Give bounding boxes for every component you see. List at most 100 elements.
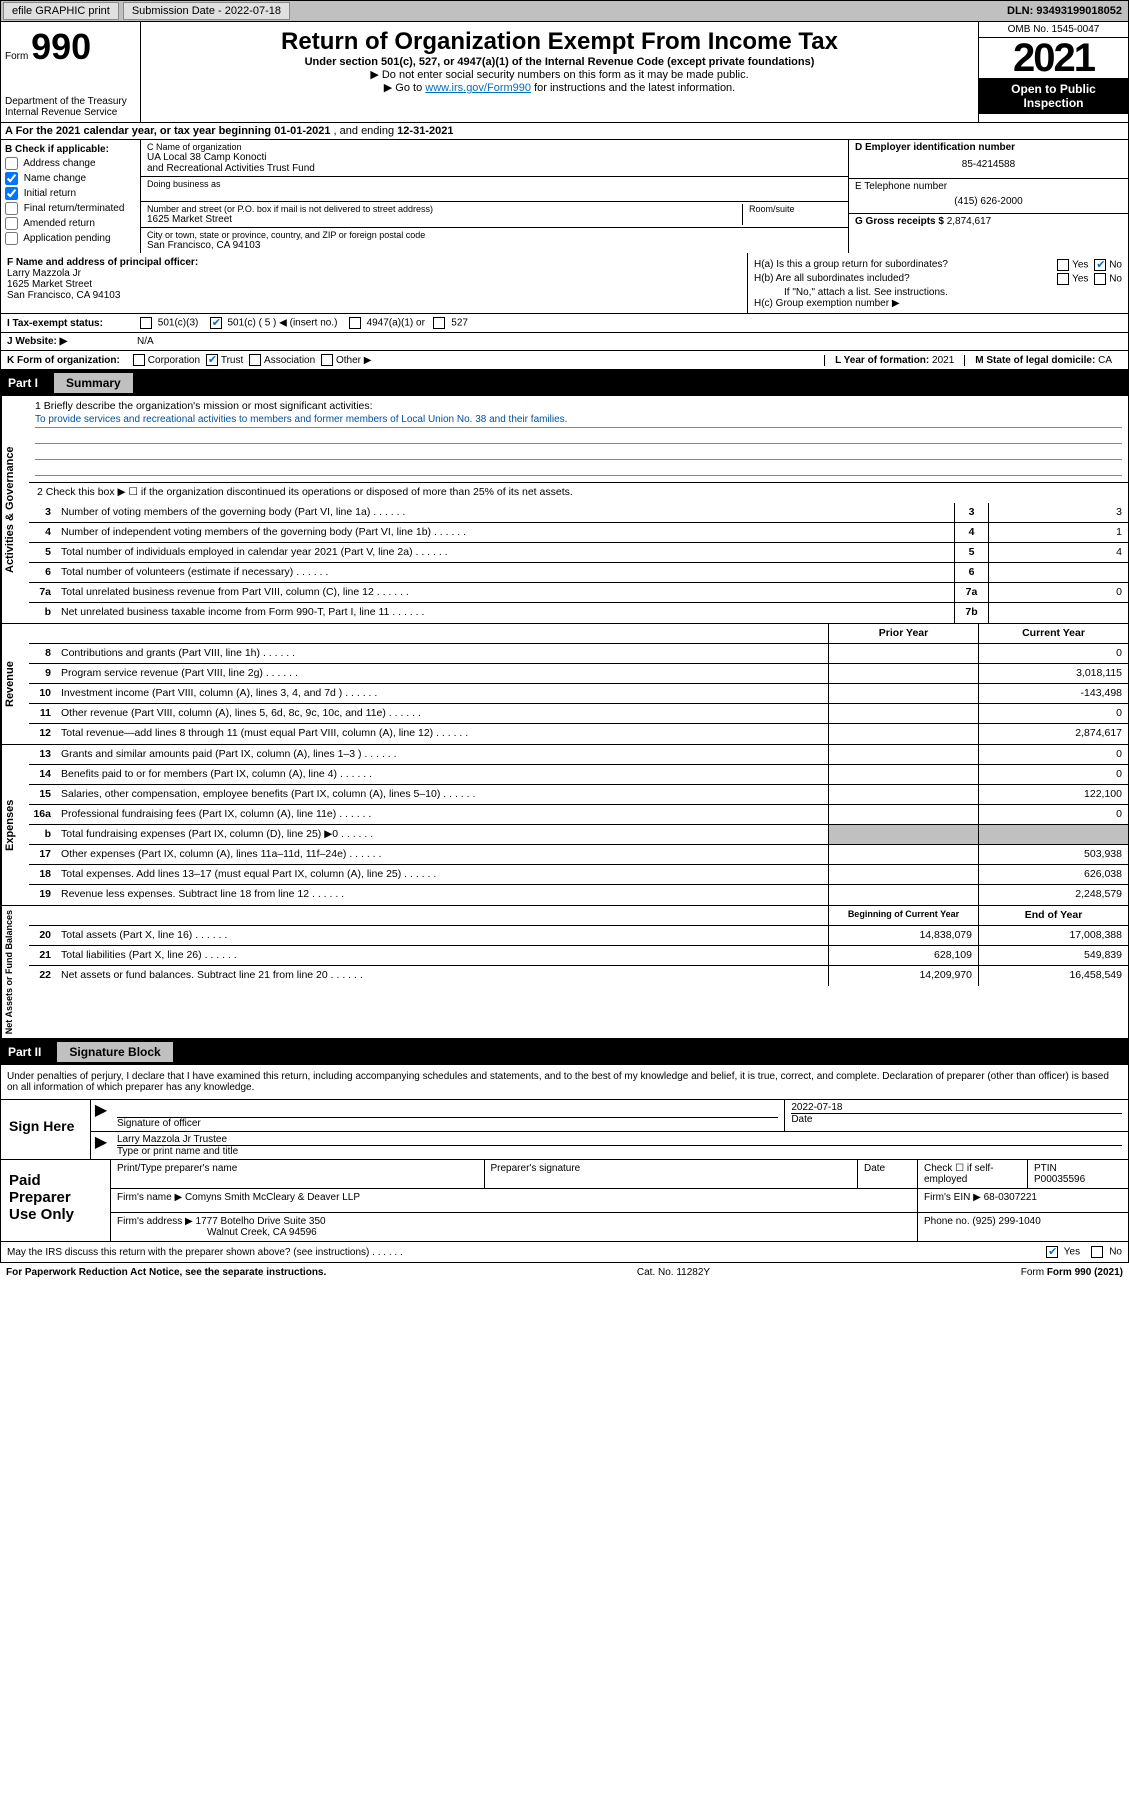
line-num: 9 [29,664,57,683]
form-footer: Form 990 (2021) [1047,1267,1123,1278]
hb-yes: Yes [1072,274,1088,285]
assoc-box[interactable] [249,354,261,366]
chk-application-pending[interactable]: Application pending [5,232,136,245]
efile-print-button[interactable]: efile GRAPHIC print [3,2,119,20]
chk-address-change[interactable]: Address change [5,157,136,170]
firm-addr2: Walnut Creek, CA 94596 [117,1227,317,1238]
col-b-checkboxes: B Check if applicable: Address change Na… [1,140,141,253]
line-num: 11 [29,704,57,723]
link-post: for instructions and the latest informat… [531,82,735,94]
hdr-begin: Beginning of Current Year [828,906,978,925]
part-i-num: Part I [8,376,50,390]
prior-value [828,825,978,844]
begin-value: 14,838,079 [828,926,978,945]
ha-yes-box[interactable] [1057,259,1069,271]
q1-text: To provide services and recreational act… [35,414,1122,428]
cat-number: Cat. No. 11282Y [637,1267,710,1278]
chk-amended[interactable]: Amended return [5,217,136,230]
corp-box[interactable] [133,354,145,366]
current-value: 0 [978,745,1128,764]
org-name-2: and Recreational Activities Trust Fund [147,163,842,174]
line-num: 4 [29,523,57,542]
line-text: Net assets or fund balances. Subtract li… [57,966,828,986]
form-number: 990 [31,26,91,67]
hb-yes-box[interactable] [1057,273,1069,285]
line-num: 16a [29,805,57,824]
line-text: Total revenue—add lines 8 through 11 (mu… [57,724,828,744]
summary-row: 20 Total assets (Part X, line 16) 14,838… [29,926,1128,946]
begin-value: 628,109 [828,946,978,965]
section-b-label: B Check if applicable: [5,144,136,155]
discuss-label: May the IRS discuss this return with the… [7,1247,369,1258]
mission-blank [35,430,1122,444]
discuss-no-box[interactable] [1091,1246,1103,1258]
irs-link[interactable]: www.irs.gov/Form990 [425,82,531,94]
phone-value: (415) 626-2000 [855,192,1122,211]
gross-label: G Gross receipts $ [855,216,944,227]
row-a-pre: A For the 2021 calendar year, or tax yea… [5,125,274,137]
ha-no: No [1109,260,1122,271]
current-value: 626,038 [978,865,1128,884]
efile-topbar: efile GRAPHIC print Submission Date - 20… [0,0,1129,22]
501c-box[interactable] [210,317,222,329]
hb-no-box[interactable] [1094,273,1106,285]
opt-other: Other ▶ [336,355,371,366]
chk-initial-return[interactable]: Initial return [5,187,136,200]
current-value: 122,100 [978,785,1128,804]
website-label: J Website: ▶ [7,336,137,347]
dba-label: Doing business as [147,179,842,189]
ha-no-box[interactable] [1094,259,1106,271]
line-text: Investment income (Part VIII, column (A)… [57,684,828,703]
begin-value: 14,209,970 [828,966,978,986]
discuss-yes-box[interactable] [1046,1246,1058,1258]
line-text: Number of voting members of the governin… [57,503,954,522]
firm-phone-value: (925) 299-1040 [972,1216,1040,1227]
line-value [988,563,1128,582]
other-box[interactable] [321,354,333,366]
line-text: Program service revenue (Part VIII, line… [57,664,828,683]
chk-label: Name change [24,173,86,184]
officer-name: Larry Mazzola Jr [7,268,81,279]
sig-date-value: 2022-07-18 [791,1102,1122,1114]
discuss-no: No [1109,1247,1122,1258]
gross-value: 2,874,617 [947,216,992,227]
line-text: Total expenses. Add lines 13–17 (must eq… [57,865,828,884]
527-box[interactable] [433,317,445,329]
sign-here-block: Sign Here ▶ Signature of officer 2022-07… [0,1099,1129,1160]
hdr-current: Current Year [978,624,1128,643]
row-i-tax-status: I Tax-exempt status: 501(c)(3) 501(c) ( … [0,314,1129,333]
chk-name-change[interactable]: Name change [5,172,136,185]
q1-label: 1 Briefly describe the organization's mi… [35,400,1122,412]
city-row: City or town, state or province, country… [141,228,848,253]
row-j-website: J Website: ▶ N/A [0,333,1129,351]
line-num: 10 [29,684,57,703]
hc-label: H(c) Group exemption number ▶ [754,298,1122,309]
domicile-label: M State of legal domicile: [975,355,1095,366]
chk-final-return[interactable]: Final return/terminated [5,202,136,215]
trust-box[interactable] [206,354,218,366]
col-c-org-info: C Name of organization UA Local 38 Camp … [141,140,848,253]
prior-value [828,845,978,864]
footer-row: For Paperwork Reduction Act Notice, see … [0,1263,1129,1282]
dba-row: Doing business as [141,177,848,202]
address-row: Number and street (or P.O. box if mail i… [141,202,848,228]
submission-date-button[interactable]: Submission Date - 2022-07-18 [123,2,290,20]
chk-label: Final return/terminated [24,203,125,214]
chk-label: Application pending [23,233,110,244]
summary-row: 17 Other expenses (Part IX, column (A), … [29,845,1128,865]
prior-value [828,704,978,723]
line-num: 5 [29,543,57,562]
vtab-governance: Activities & Governance [1,396,29,623]
line-num: 14 [29,765,57,784]
501c3-box[interactable] [140,317,152,329]
4947-box[interactable] [349,317,361,329]
mission-blank [35,462,1122,476]
phone-label: E Telephone number [855,181,1122,192]
section-e: E Telephone number (415) 626-2000 [849,179,1128,214]
current-value: 0 [978,765,1128,784]
line-box: 7b [954,603,988,623]
ein-value: 85-4214588 [855,153,1122,176]
addr-label: Number and street (or P.O. box if mail i… [147,204,742,214]
prior-value [828,684,978,703]
part-i-title: Summary [54,373,133,393]
